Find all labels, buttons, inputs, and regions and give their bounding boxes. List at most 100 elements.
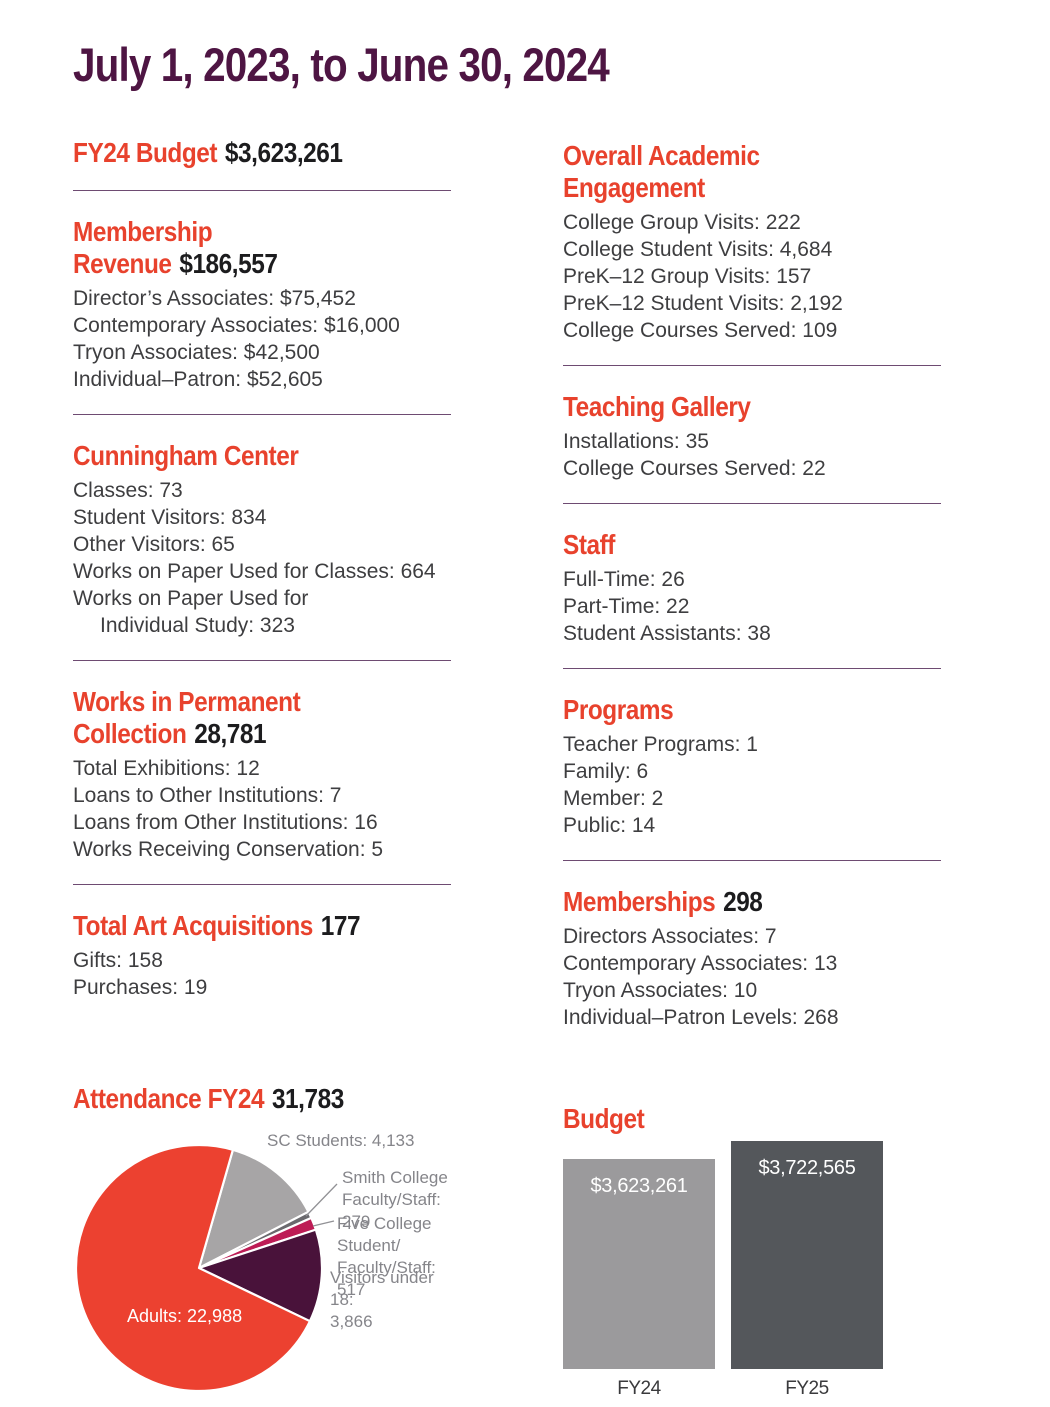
- left-sections: FY24 Budget $3,623,261 Membership Revenue…: [73, 137, 451, 1001]
- stat-line: Installations: 35: [563, 430, 709, 453]
- section-heading-text: Works in Permanent Collection: [73, 686, 301, 749]
- section-divider: [73, 660, 451, 661]
- section: Total Art Acquisitions 177 Gifts: 158 Purc…: [73, 910, 451, 1001]
- right-sections: Overall Academic Engagement College Grou…: [563, 140, 941, 1031]
- section-heading: Works in Permanent Collection 28,781: [73, 686, 451, 750]
- stat-line: Works on Paper Used for Classes: 664: [73, 560, 436, 583]
- pie-label-five-college: Five College Student/ Faculty/Staff: 517: [337, 1214, 436, 1299]
- page-title: July 1, 2023, to June 30, 2024: [73, 40, 610, 90]
- stat-line: PreK–12 Group Visits: 157: [563, 265, 812, 288]
- section: Cunningham Center Classes: 73 Student Vis…: [73, 440, 451, 661]
- stat-line: Public: 14: [563, 814, 656, 837]
- section-heading: Cunningham Center: [73, 440, 451, 472]
- section-divider: [563, 668, 941, 669]
- section-divider: [563, 365, 941, 366]
- stat-line: Gifts: 158: [73, 949, 163, 972]
- stat-line: College Courses Served: 22: [563, 457, 826, 480]
- section-lines: College Group Visits: 222 College Student…: [563, 209, 941, 344]
- bar-axis-labels: FY24 FY25: [563, 1378, 941, 1400]
- stat-line: Contemporary Associates: 13: [563, 952, 838, 975]
- section-heading: FY24 Budget $3,623,261: [73, 137, 451, 169]
- stat-line: Loans to Other Institutions: 7: [73, 784, 342, 807]
- pie-label-visitors-under-18: Visitors under 18: 3,866: [330, 1268, 434, 1331]
- section-heading: Memberships 298: [563, 886, 941, 918]
- stat-line: Student Visitors: 834: [73, 506, 267, 529]
- bar-fy25-value: $3,722,565: [758, 1157, 856, 1179]
- section-heading-text: FY24 Budget: [73, 137, 218, 168]
- stat-line: Individual–Patron Levels: 268: [563, 1006, 839, 1029]
- page-title-text: July 1, 2023, to June 30, 2024: [73, 38, 610, 91]
- stat-line: Works on Paper Used for: [73, 587, 309, 610]
- section-heading-value: 28,781: [194, 718, 267, 749]
- pie-label-smith-faculty: Smith College Faculty/Staff: 279: [342, 1168, 448, 1231]
- section-heading: Programs: [563, 694, 941, 726]
- section-lines: Gifts: 158 Purchases: 19: [73, 947, 451, 1001]
- bar-fy25: $3,722,565: [731, 1141, 883, 1369]
- section: Programs Teacher Programs: 1 Family: 6 Mem…: [563, 694, 941, 861]
- stat-line: Purchases: 19: [73, 976, 208, 999]
- section-lines: Directors Associates: 7 Contemporary Asso…: [563, 923, 941, 1031]
- section-budget: Budget $3,623,261 $3,722,565 FY24 FY25: [563, 1103, 941, 1400]
- budget-heading-text: Budget: [563, 1103, 645, 1134]
- section-heading: Membership Revenue $186,557: [73, 216, 451, 280]
- section-lines: Installations: 35 College Courses Served:…: [563, 428, 941, 482]
- pie-slice-sc-students: [197, 1148, 310, 1270]
- stat-line: Teacher Programs: 1: [563, 733, 758, 756]
- section-lines: Total Exhibitions: 12 Loans to Other Inst…: [73, 755, 451, 863]
- stat-line: Director’s Associates: $75,452: [73, 287, 356, 310]
- stat-line: Directors Associates: 7: [563, 925, 777, 948]
- section: Teaching Gallery Installations: 35 Colleg…: [563, 391, 941, 504]
- attendance-heading: Attendance FY24 31,783: [73, 1083, 451, 1115]
- section-heading-value: $3,623,261: [224, 137, 343, 168]
- section: Works in Permanent Collection 28,781 Tota…: [73, 686, 451, 885]
- section-heading-value: 177: [320, 910, 361, 941]
- section-divider: [563, 503, 941, 504]
- stat-line: Individual–Patron: $52,605: [73, 368, 323, 391]
- section: Memberships 298 Directors Associates: 7 Co…: [563, 886, 941, 1031]
- pie-slice-visitors-under-18: [197, 1228, 324, 1323]
- section-heading-text: Programs: [563, 694, 674, 725]
- section-heading-text: Teaching Gallery: [563, 391, 751, 422]
- section: Membership Revenue $186,557 Director’s As…: [73, 216, 451, 415]
- axis-label-fy24: FY24: [617, 1378, 661, 1399]
- stat-line: Full-Time: 26: [563, 568, 685, 591]
- section-attendance: Attendance FY24 31,783 SC Students: 4,133…: [73, 1083, 451, 1407]
- section-divider: [563, 860, 941, 861]
- budget-heading: Budget: [563, 1103, 941, 1135]
- pie-label-adults: Adults: 22,988: [127, 1306, 243, 1326]
- stat-line: Total Exhibitions: 12: [73, 757, 260, 780]
- stat-line: Tryon Associates: $42,500: [73, 341, 320, 364]
- section-heading-value: $186,557: [179, 248, 278, 279]
- bar-fy24-value: $3,623,261: [590, 1175, 688, 1197]
- stat-line: Loans from Other Institutions: 16: [73, 811, 378, 834]
- section-heading-text: Cunningham Center: [73, 440, 299, 471]
- section-heading-text: Memberships: [563, 886, 716, 917]
- section-divider: [73, 414, 451, 415]
- right-column: Overall Academic Engagement College Grou…: [563, 140, 941, 1400]
- section-divider: [73, 190, 451, 191]
- stat-line: Family: 6: [563, 760, 649, 783]
- section-lines: Full-Time: 26 Part-Time: 22 Student Assist…: [563, 566, 941, 647]
- stat-line: PreK–12 Student Visits: 2,192: [563, 292, 843, 315]
- budget-bar-chart: $3,623,261 $3,722,565: [563, 1141, 941, 1369]
- attendance-pie-chart: SC Students: 4,133 Smith College Faculty…: [73, 1127, 451, 1407]
- stat-line: Classes: 73: [73, 479, 183, 502]
- left-column: July 1, 2023, to June 30, 2024 FY24 Budg…: [73, 40, 610, 1407]
- axis-label-fy25: FY25: [785, 1378, 829, 1399]
- stat-line: Tryon Associates: 10: [563, 979, 758, 1002]
- bar-fy24: $3,623,261: [563, 1159, 715, 1369]
- pie-label-sc-students: SC Students: 4,133: [267, 1131, 415, 1150]
- stat-line: Part-Time: 22: [563, 595, 690, 618]
- section-heading-text: Staff: [563, 529, 615, 560]
- section-heading-text: Membership Revenue: [73, 216, 213, 279]
- section-heading-value: 298: [723, 886, 763, 917]
- section-divider: [73, 884, 451, 885]
- section-heading-text: Overall Academic Engagement: [563, 140, 760, 203]
- section-heading: Staff: [563, 529, 941, 561]
- section: Overall Academic Engagement College Grou…: [563, 140, 941, 366]
- stat-line: College Courses Served: 109: [563, 319, 838, 342]
- section-heading: Overall Academic Engagement: [563, 140, 941, 204]
- section-lines: Teacher Programs: 1 Family: 6 Member: 2 Pub…: [563, 731, 941, 839]
- stat-line: College Group Visits: 222: [563, 211, 801, 234]
